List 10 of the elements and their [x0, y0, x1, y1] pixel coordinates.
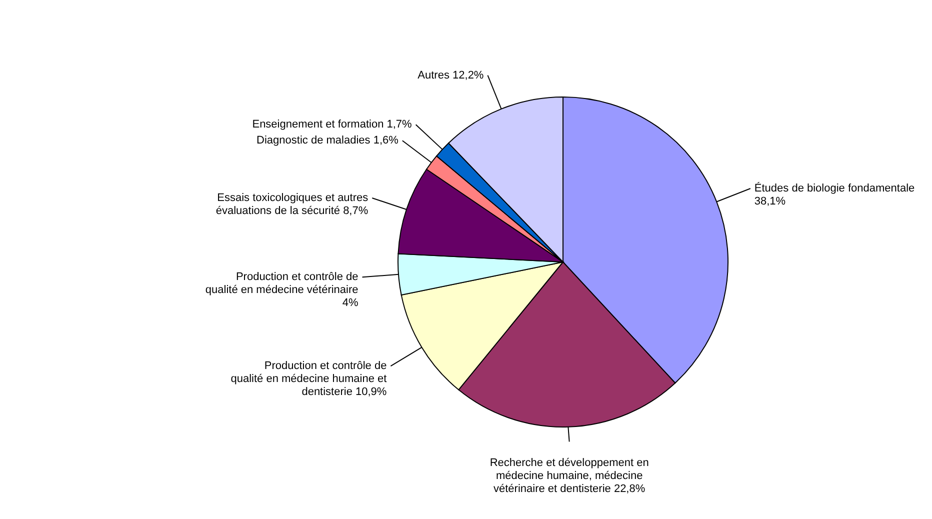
- slice-label: Production et contrôle de qualité en médecine humaine et dentisterie 10,9%: [230, 360, 387, 398]
- slice-label: Diagnostic de maladies 1,6%: [256, 134, 399, 147]
- data-label: 4%: [342, 297, 358, 310]
- slice-label: Études de biologie fondamentale: [754, 181, 915, 194]
- data-label: 38,1%: [754, 195, 786, 208]
- slice-label: Enseignement et formation 1,7%: [252, 118, 412, 131]
- slice-label: Autres 12,2%: [418, 69, 484, 82]
- slice-label: Production et contrôle de qualité en médecine vétérinaire: [205, 271, 358, 296]
- slice-label: Recherche et développement en médecine humaine, médecine vétérinaire et dentisterie 22,8%: [490, 457, 649, 496]
- slice-label: Essais toxicologiques et autres évaluations de la sécurité 8,7%: [216, 192, 369, 217]
